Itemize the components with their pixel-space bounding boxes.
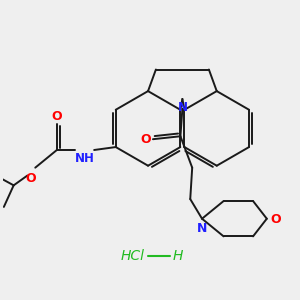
Text: O: O	[270, 213, 281, 226]
Text: H: H	[172, 249, 183, 263]
Text: HCl: HCl	[120, 249, 144, 263]
Text: O: O	[52, 110, 62, 123]
Text: NH: NH	[74, 152, 94, 165]
Text: N: N	[197, 222, 207, 235]
Text: O: O	[25, 172, 36, 184]
Text: O: O	[141, 133, 152, 146]
Text: N: N	[177, 101, 188, 114]
